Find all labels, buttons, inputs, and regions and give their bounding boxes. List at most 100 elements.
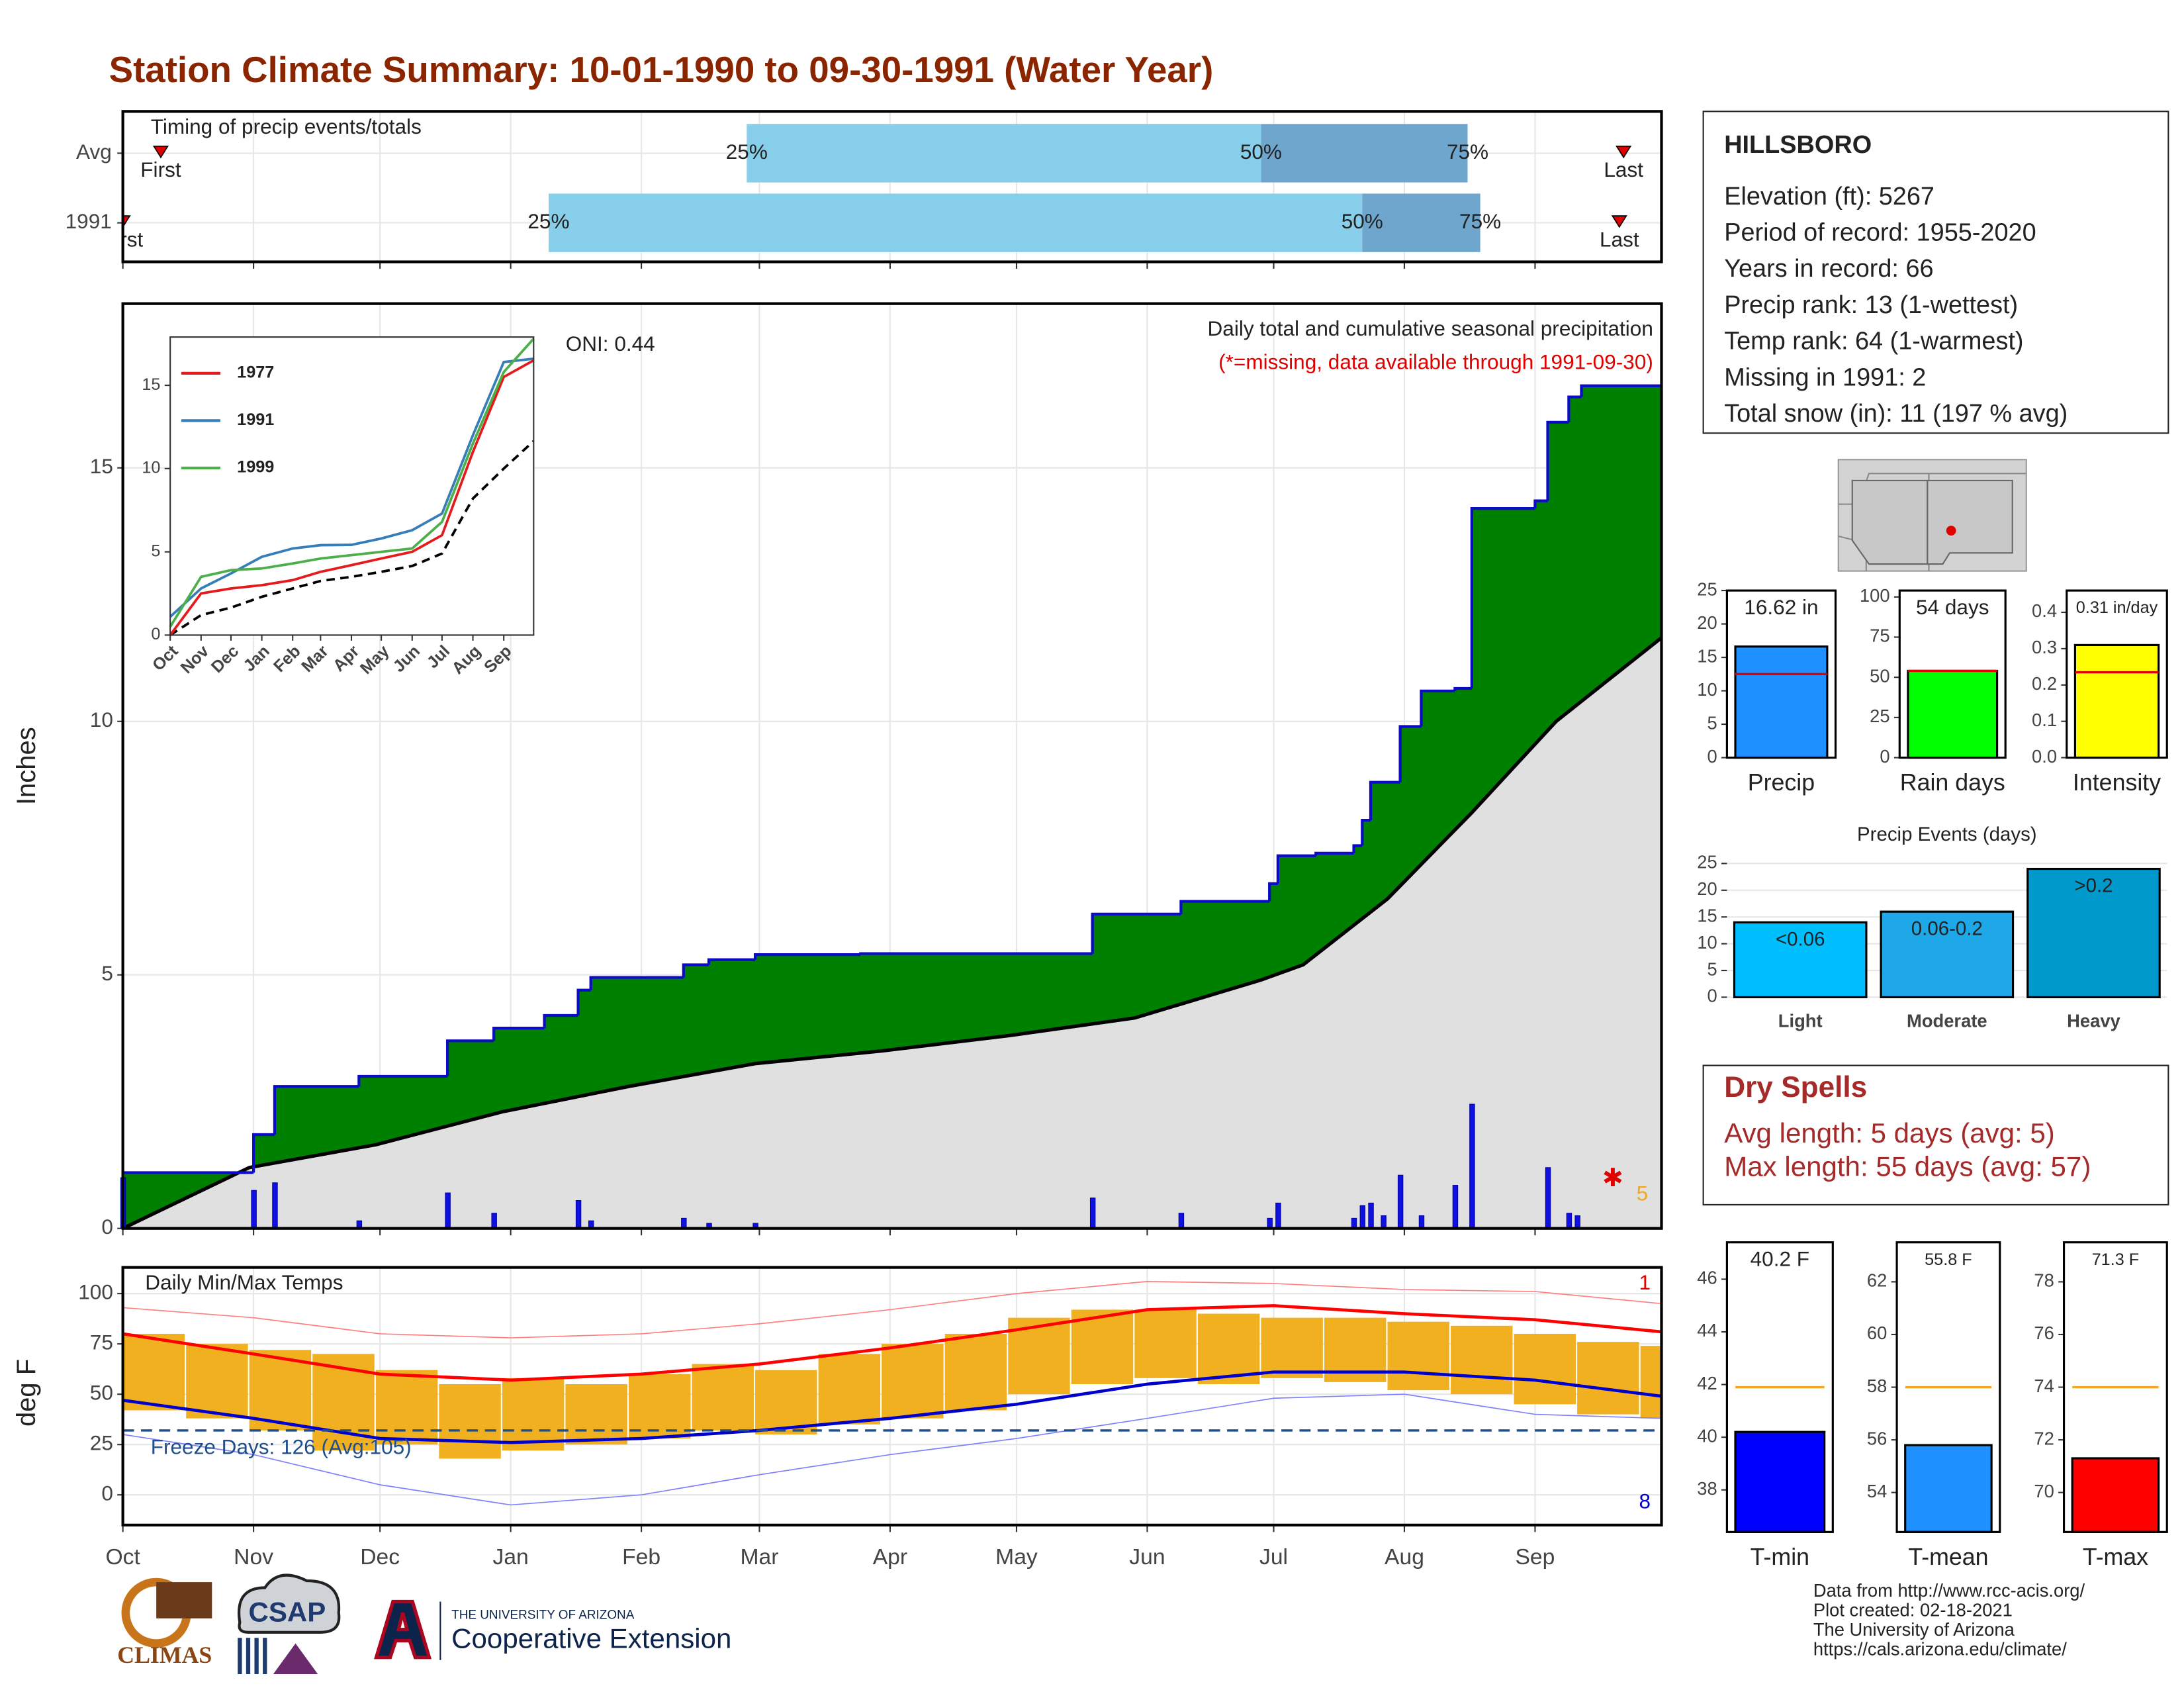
y-tick-label: 25 [1870, 706, 1889, 726]
station-line: Temp rank: 64 (1-warmest) [1724, 328, 2023, 355]
marker-label: First [103, 227, 144, 251]
y-tick-label: 0 [1707, 746, 1717, 767]
value-label: 40.2 F [1751, 1246, 1809, 1270]
y-tick-label: 20 [1697, 612, 1717, 633]
cumulative-step [1179, 900, 1270, 914]
y-tick-label: 15 [1697, 645, 1717, 666]
temp-range-bar [1451, 1325, 1513, 1395]
panel-border [121, 302, 1663, 1230]
cumulative-step [1369, 780, 1400, 821]
y-tick-label: 0.3 [2032, 637, 2057, 657]
cumulative-step [707, 958, 756, 965]
temp-range-bar [439, 1383, 501, 1459]
y-axis-label: deg F [12, 1359, 41, 1427]
daily-bar [251, 1190, 257, 1229]
panel-border [121, 110, 1663, 263]
station-line: Years in record: 66 [1724, 255, 1933, 283]
value-label: 71.3 F [2092, 1250, 2140, 1269]
temp-range-bar [186, 1344, 248, 1419]
x-tick-label: Sep [1515, 1545, 1555, 1570]
y-tick-label: 0.1 [2032, 710, 2057, 730]
y-tick-label: 0 [101, 1481, 113, 1505]
y-tick-label: 15 [90, 454, 113, 478]
y-tick-label: 25 [1697, 852, 1717, 872]
mini-border [2062, 1241, 2168, 1533]
y-tick-label: 10 [90, 708, 113, 731]
temp-range-bar [1514, 1333, 1576, 1405]
y-tick-label: 15 [142, 375, 160, 394]
marker-label: First [140, 158, 181, 181]
chart-title: Precip Events (days) [1857, 823, 2037, 845]
timing-bar [1362, 193, 1480, 252]
temp-range-bar [375, 1370, 438, 1445]
cumulative-step [682, 963, 709, 978]
y-tick-label: 100 [1860, 585, 1890, 606]
cumulative-step [1546, 420, 1569, 501]
daily-bar [1452, 1185, 1459, 1229]
panel-title: Timing of precip events/totals [151, 115, 422, 138]
y-tick-label: 62 [1867, 1270, 1887, 1291]
footer-line: https://cals.arizona.edu/climate/ [1813, 1638, 2067, 1659]
cumulative-step [753, 953, 861, 960]
ua-text: Cooperative Extension [451, 1623, 731, 1654]
bar [1904, 1444, 1993, 1533]
bar [2073, 643, 2160, 759]
y-tick-label: 0 [151, 625, 160, 643]
cumulative-step [251, 1133, 275, 1173]
timing-marker [1611, 215, 1627, 228]
y-tick-label: 78 [2034, 1270, 2054, 1291]
average-area [122, 637, 1662, 1229]
bar [1907, 669, 1999, 759]
temp-range-bar [628, 1374, 691, 1439]
csap-icon [238, 1638, 267, 1674]
bar [1880, 910, 2015, 999]
y-tick-label: Avg [76, 140, 112, 164]
station-name: HILLSBORO [1724, 131, 1872, 159]
temp-range-bar [944, 1333, 1007, 1411]
daily-bar [1089, 1197, 1096, 1229]
bar-label: 0.06-0.2 [1911, 917, 1983, 939]
value-label: 55.8 F [1925, 1250, 1972, 1269]
ua-logo [374, 1599, 432, 1660]
y-tick-label: 0.2 [2032, 673, 2057, 694]
daily-bar [1566, 1213, 1572, 1229]
x-tick-label: Oct [105, 1545, 140, 1570]
inset-panel [170, 337, 534, 635]
inset-border [169, 336, 535, 636]
x-tick-label: Mar [740, 1545, 778, 1570]
marker-label: Last [1600, 227, 1639, 251]
y-tick-label: 25 [90, 1431, 113, 1455]
y-tick-label: 0.4 [2032, 600, 2057, 621]
quartile-label: 75% [1459, 209, 1501, 233]
y-tick-label: 0 [101, 1215, 113, 1239]
bar [1734, 1430, 1826, 1533]
category-label: T-max [2083, 1544, 2148, 1570]
mini-border [1725, 589, 1837, 759]
temp-range-bar [1640, 1346, 1661, 1419]
bar-label: >0.2 [2074, 875, 2113, 897]
climas-icon [156, 1582, 212, 1618]
y-tick-label: 42 [1697, 1373, 1717, 1393]
y-tick-label: 44 [1697, 1320, 1717, 1340]
quartile-label: 75% [1447, 140, 1488, 164]
x-tick-label: Apr [873, 1545, 907, 1570]
cumulative-step [273, 1085, 359, 1135]
value-label: 16.62 in [1744, 595, 1818, 619]
category-label: Intensity [2073, 769, 2161, 796]
station-line: Precip rank: 13 (1-wettest) [1724, 291, 2018, 319]
quartile-label: 25% [726, 140, 768, 164]
x-tick-label: Jul [1259, 1545, 1288, 1570]
daily-bar [1397, 1174, 1404, 1229]
record-low-count: 8 [1639, 1489, 1651, 1513]
x-tick-label: Jan [493, 1545, 529, 1570]
y-tick-label: 10 [142, 459, 160, 477]
daily-bar [575, 1200, 582, 1229]
avg-min-line [122, 1370, 1662, 1444]
cumulative-step [589, 976, 684, 990]
daily-bar [1351, 1217, 1357, 1229]
temp-range-bar [502, 1378, 565, 1451]
footer-line: Plot created: 02-18-2021 [1813, 1600, 2013, 1620]
temp-range-bar [818, 1354, 881, 1425]
